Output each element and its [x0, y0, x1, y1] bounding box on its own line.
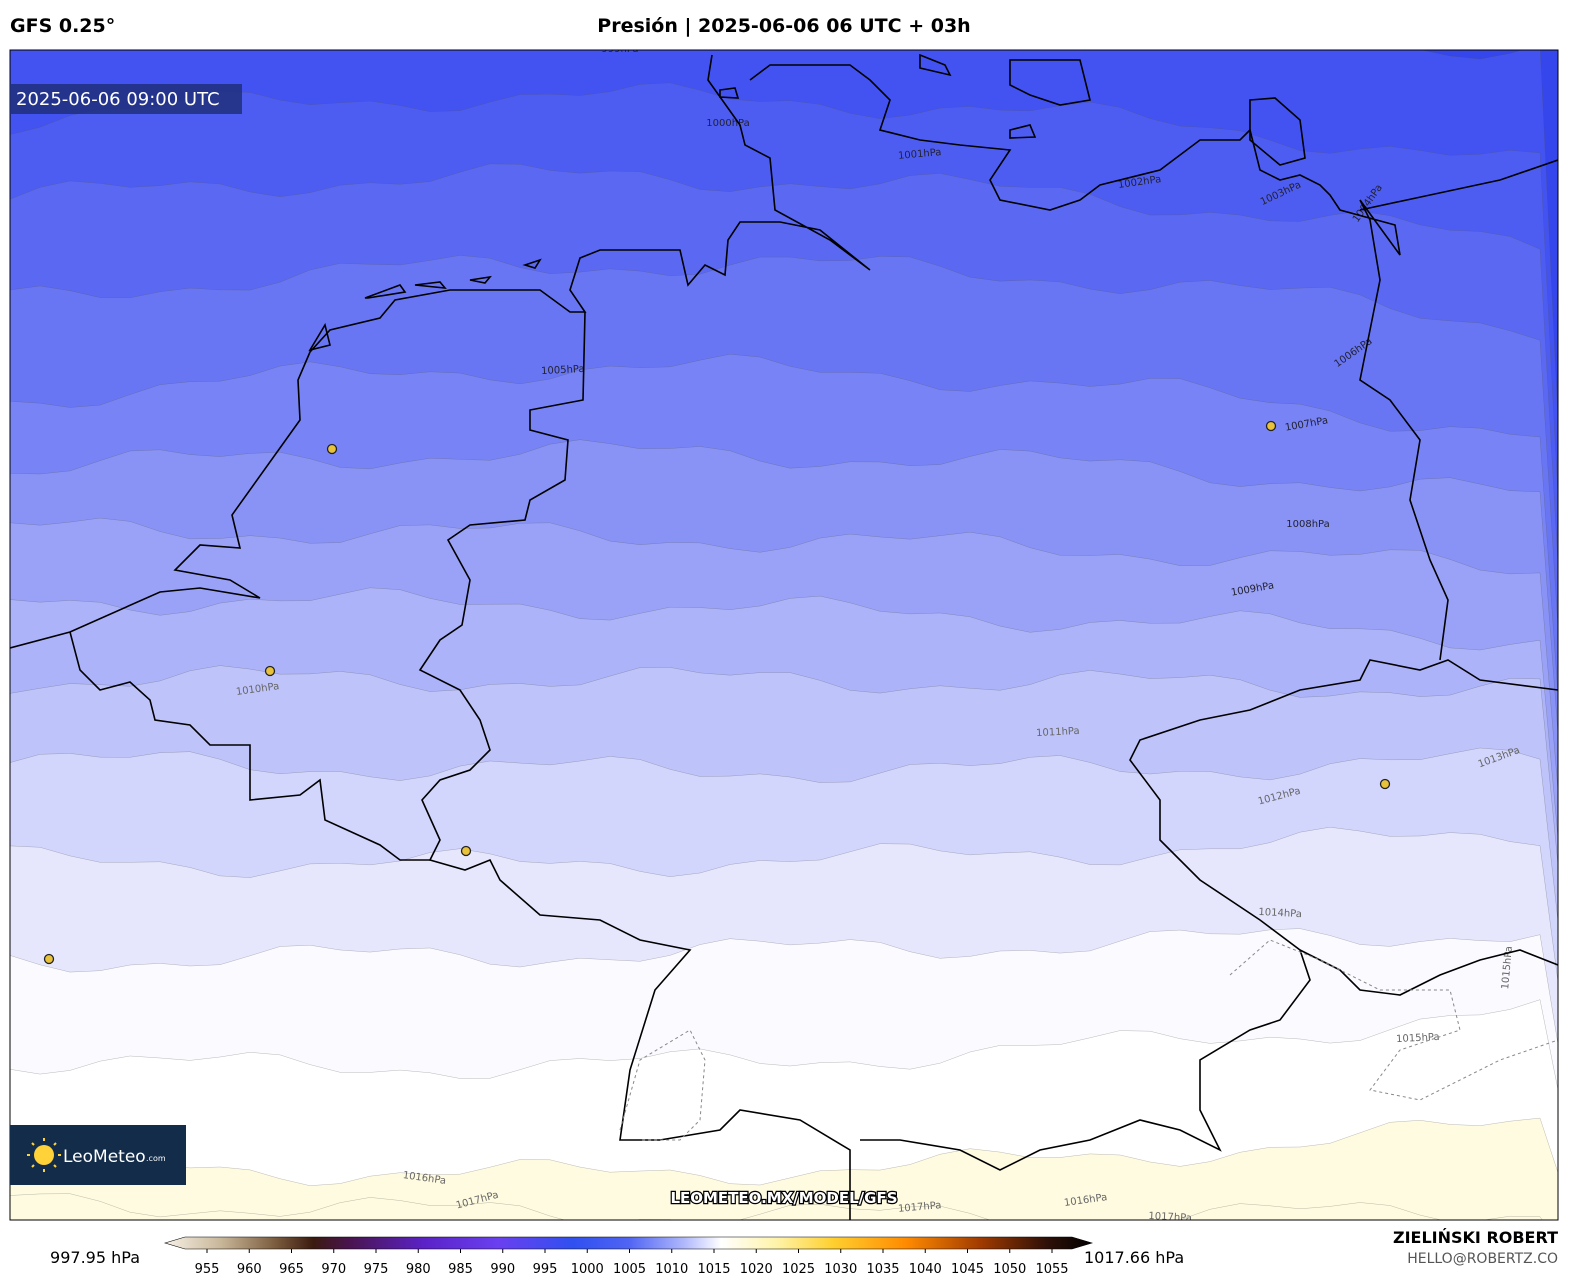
colorbar-tick-label: 970 [321, 1262, 346, 1277]
colorbar-tick-label: 1000 [571, 1262, 604, 1277]
colorbar-tick-label: 1055 [1035, 1262, 1068, 1277]
isobar-1015 [619, 939, 1558, 1141]
colorbar-tick-label: 965 [279, 1262, 304, 1277]
contour-label: 1000hPa [706, 118, 750, 129]
city-dot [1265, 420, 1277, 432]
logo-sun [34, 1145, 54, 1165]
contour-label: 1011hPa [1036, 726, 1080, 739]
colorbar-tick-label: 985 [448, 1262, 473, 1277]
logo-rays [27, 1138, 61, 1172]
colorbar-tick-label: 1040 [909, 1262, 942, 1277]
city-dot [460, 845, 472, 857]
title: Presión | 2025-06-06 06 UTC + 03h [597, 15, 970, 37]
city-dot [43, 953, 55, 965]
watermark: LEOMETEO.MX/MODEL/GFS [670, 1189, 897, 1207]
colorbar-tick-label: 1030 [824, 1262, 857, 1277]
colorbar-tick-label: 960 [237, 1262, 262, 1277]
colorbar-min: 997.95 hPa [50, 1248, 140, 1267]
colorbar [163, 1236, 1094, 1250]
colorbar-tick-label: 1005 [613, 1262, 646, 1277]
map-frame [9, 49, 1559, 1221]
contour-label: 1017hPa [898, 1200, 942, 1215]
contour-label: 1008hPa [1286, 519, 1330, 530]
contour-label: 1017hPa [1148, 1211, 1192, 1224]
coastlines [10, 53, 1558, 1220]
colorbar-tick-label: 1025 [782, 1262, 815, 1277]
colorbar-tick-label: 1050 [993, 1262, 1026, 1277]
logo-name: LeoMeteo [63, 1147, 146, 1167]
colorbar-ticks: 955 960 965 970 975 980 985 990 995 1000 1005 1010 1… [195, 1249, 1069, 1277]
colorbar-tick-label: 1035 [866, 1262, 899, 1277]
colorbar-tick-label: 1015 [697, 1262, 730, 1277]
colorbar-tick-label: 975 [364, 1262, 389, 1277]
contour-label: 1014hPa [1258, 907, 1302, 920]
colorbar-tick-label: 990 [490, 1262, 515, 1277]
colorbar-tick-label: 995 [533, 1262, 558, 1277]
colorbar-tick-label: 1045 [951, 1262, 984, 1277]
timestamp-box [10, 84, 242, 114]
timestamp: 2025-06-06 09:00 UTC [16, 89, 220, 110]
contour-label: 1005hPa [541, 364, 585, 377]
band [10, 1117, 1558, 1220]
city-dot [264, 665, 276, 677]
author: ZIELIŃSKI ROBERT [1393, 1228, 1558, 1247]
colorbar-tick-label: 980 [406, 1262, 431, 1277]
contour-label: 1001hPa [898, 147, 942, 162]
model-label: GFS 0.25° [10, 15, 115, 37]
contour-label: 999hPa [601, 44, 638, 55]
logo-suffix: .com [146, 1154, 166, 1163]
contour-label: 1015hPa [1396, 1032, 1440, 1045]
colorbar-tick-label: 1010 [655, 1262, 688, 1277]
city-dot [1379, 778, 1391, 790]
colorbar-max: 1017.66 hPa [1084, 1248, 1184, 1267]
email: HELLO@ROBERTZ.CO [1407, 1251, 1558, 1267]
contour-label: 1015hPa [1500, 946, 1515, 990]
city-dot [326, 443, 338, 455]
city-markers [43, 420, 1391, 965]
colorbar-tick-label: 955 [195, 1262, 220, 1277]
band [10, 1193, 1543, 1220]
colorbar-tick-label: 1020 [740, 1262, 773, 1277]
